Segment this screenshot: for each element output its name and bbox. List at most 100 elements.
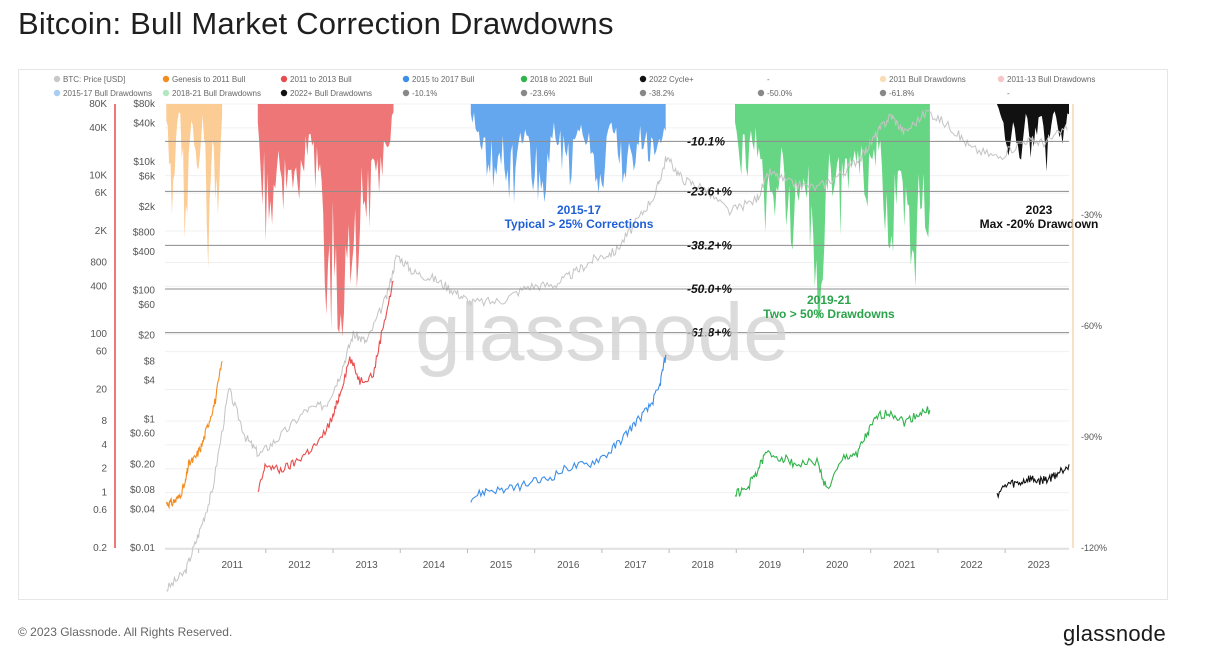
axes: 80K 40K 10K 6K 2K 800 400 100 60 20 8 4 2 1 0.6 0.2 $80k… xyxy=(89,99,1107,571)
btc-axis-tick: 800 xyxy=(90,258,107,269)
legend-swatch xyxy=(879,89,887,97)
drawdown-area xyxy=(735,104,930,320)
cycle-axis-tick: $400 xyxy=(133,247,156,258)
annotation-text: Two > 50% Drawdowns xyxy=(763,307,895,321)
legend: BTC: Price [USD] Genesis to 2011 Bull 2011… xyxy=(53,75,1095,98)
legend-swatch xyxy=(879,75,887,83)
glassnode-logo: glassnode xyxy=(1063,621,1166,646)
cycle-axis-tick: $0.08 xyxy=(130,485,155,496)
btc-axis-tick: 0.2 xyxy=(93,543,107,554)
drawdown-axis-tick: -90% xyxy=(1081,432,1102,442)
legend-swatch xyxy=(997,75,1005,83)
drawdown-axis-tick: -30% xyxy=(1081,210,1102,220)
x-axis-tick: 2012 xyxy=(288,560,311,571)
legend-label: 2022 Cycle+ xyxy=(649,75,694,84)
cycle-axis-tick: $40k xyxy=(133,118,156,129)
copyright-text: © 2023 Glassnode. All Rights Reserved. xyxy=(18,625,233,639)
btc-axis-tick: 6K xyxy=(95,188,108,199)
level-label: -23.6+% xyxy=(687,184,732,198)
legend-swatch xyxy=(162,75,170,83)
cycle-line xyxy=(165,361,223,510)
cycle-axis-tick: $6k xyxy=(139,171,156,182)
drawdown-axis-tick: -120% xyxy=(1081,543,1107,553)
cycle-line xyxy=(734,406,931,498)
legend-swatch xyxy=(757,89,765,97)
legend-label: -38.2% xyxy=(649,89,674,98)
watermark: glassnode xyxy=(415,287,789,378)
legend-label: -10.1% xyxy=(412,89,437,98)
legend-label: -50.0% xyxy=(767,89,792,98)
btc-axis-tick: 40K xyxy=(89,123,107,134)
legend-swatch xyxy=(402,89,410,97)
cycle-axis-tick: $800 xyxy=(133,228,156,239)
legend-label: 2015 to 2017 Bull xyxy=(412,75,474,84)
cycle-axis-tick: $0.20 xyxy=(130,459,155,470)
drawdown-area xyxy=(470,104,666,204)
legend-swatch xyxy=(53,75,61,83)
annotation-text: Typical > 25% Corrections xyxy=(505,217,654,231)
x-axis-tick: 2021 xyxy=(893,560,916,571)
x-axis-tick: 2011 xyxy=(221,560,243,571)
legend-swatch xyxy=(639,75,647,83)
level-label: -10.1% xyxy=(687,134,725,148)
annotation-text: 2015-17 xyxy=(557,203,601,217)
drawdown-area xyxy=(166,104,223,269)
legend-label: 2022+ Bull Drawdowns xyxy=(290,89,372,98)
legend-swatch xyxy=(280,75,288,83)
annotation-text: Max -20% Drawdown xyxy=(980,217,1099,231)
x-axis-tick: 2023 xyxy=(1028,560,1051,571)
x-axis-tick: 2017 xyxy=(624,560,647,571)
page-title: Bitcoin: Bull Market Correction Drawdown… xyxy=(18,6,614,41)
legend-label: - xyxy=(767,75,770,84)
x-axis-tick: 2018 xyxy=(692,560,715,571)
cycle-line xyxy=(996,464,1070,500)
x-axis-tick: 2016 xyxy=(557,560,580,571)
chart-svg: BTC: Price [USD] Genesis to 2011 Bull 2011… xyxy=(53,75,1107,592)
legend-label: 2018 to 2021 Bull xyxy=(530,75,592,84)
btc-axis-tick: 80K xyxy=(89,99,107,110)
btc-axis-tick: 10K xyxy=(89,171,107,182)
btc-axis-tick: 2K xyxy=(95,226,108,237)
cycle-axis-tick: $0.01 xyxy=(130,543,155,554)
legend-swatch xyxy=(639,89,647,97)
cycle-axis-tick: $80k xyxy=(133,99,156,110)
legend-label: 2015-17 Bull Drawdowns xyxy=(63,89,152,98)
annotation-text: 2023 xyxy=(1026,203,1053,217)
cycle-axis-tick: $0.60 xyxy=(130,429,155,440)
cycle-axis-tick: $1 xyxy=(144,414,156,425)
legend-label: - xyxy=(1007,89,1010,98)
cycle-axis-tick: $60 xyxy=(138,300,155,311)
x-axis-tick: 2019 xyxy=(759,560,782,571)
drawdown-axis-tick: -60% xyxy=(1081,321,1102,331)
legend-swatch xyxy=(402,75,410,83)
level-label: -38.2+% xyxy=(687,238,732,252)
legend-label: -23.6% xyxy=(530,89,555,98)
btc-axis-tick: 1 xyxy=(101,488,107,499)
cycle-axis-tick: $8 xyxy=(144,356,156,367)
legend-swatch xyxy=(280,89,288,97)
drawdown-area xyxy=(257,104,394,337)
btc-axis-tick: 0.6 xyxy=(93,505,107,516)
btc-axis-tick: 100 xyxy=(90,329,107,340)
x-axis-tick: 2020 xyxy=(826,560,849,571)
cycle-lines xyxy=(165,280,1070,510)
x-axis-tick: 2015 xyxy=(490,560,513,571)
btc-price-line xyxy=(166,109,1068,592)
chart-frame: BTC: Price [USD] Genesis to 2011 Bull 2011… xyxy=(18,69,1168,600)
legend-swatch xyxy=(520,89,528,97)
legend-label: -61.8% xyxy=(889,89,914,98)
cycle-axis-tick: $100 xyxy=(133,286,156,297)
x-axis-tick: 2014 xyxy=(423,560,446,571)
level-label: -61.8+% xyxy=(687,326,732,340)
btc-axis-tick: 60 xyxy=(96,347,108,358)
btc-axis-tick: 400 xyxy=(90,281,107,292)
legend-label: 2011-13 Bull Drawdowns xyxy=(1007,75,1095,84)
legend-label: 2011 to 2013 Bull xyxy=(290,75,352,84)
level-label: -50.0+% xyxy=(687,282,732,296)
legend-swatch xyxy=(162,89,170,97)
x-axis-tick: 2013 xyxy=(356,560,379,571)
legend-label: BTC: Price [USD] xyxy=(63,75,125,84)
annotation-text: 2019-21 xyxy=(807,293,851,307)
cycle-axis-tick: $4 xyxy=(144,376,156,387)
